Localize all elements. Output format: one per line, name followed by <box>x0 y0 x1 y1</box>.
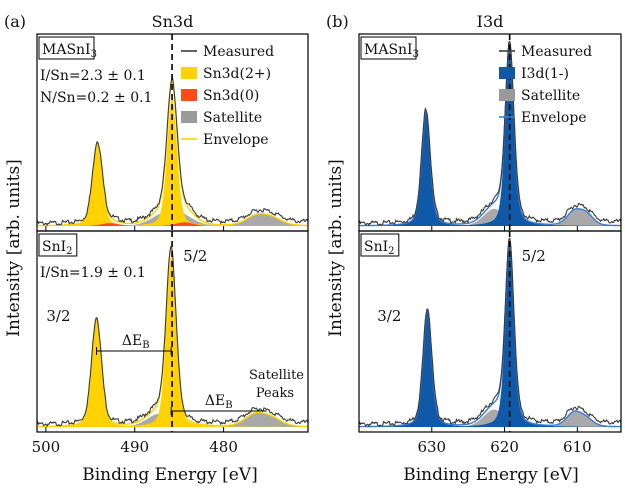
delta-e-satellite-label: ΔEB <box>205 393 233 411</box>
subplot-frame <box>358 230 622 433</box>
plot-area <box>359 40 621 227</box>
x-tick-label: 620 <box>490 438 519 456</box>
sample-label: MASnI3 <box>42 42 97 60</box>
x-axis-label-right: Binding Energy [eV] <box>403 465 578 485</box>
x-tick-label: 610 <box>563 438 592 456</box>
legend: Measured I3d(1-) Satellite Envelope <box>499 44 592 126</box>
sample-label: MASnI3 <box>364 42 419 60</box>
sample-label-box <box>360 36 417 60</box>
legend-entry: Sn3d(0) <box>203 88 259 104</box>
legend-swatch <box>181 67 197 79</box>
legend-swatch <box>181 111 197 123</box>
legend-entry: Envelope <box>203 132 269 148</box>
legend-entry: I3d(1-) <box>521 66 569 82</box>
legend-entry: Satellite <box>203 110 262 126</box>
subplot-frame <box>358 33 622 232</box>
plot-area <box>359 237 621 428</box>
x-tick-label: 630 <box>417 438 446 456</box>
panel-label: (b) <box>326 12 349 31</box>
main-peak-area <box>359 245 621 427</box>
main-peak-area <box>359 111 621 226</box>
subplot-masni3: MASnI3 <box>358 33 622 232</box>
legend-swatch <box>499 89 515 101</box>
peak-label-3-2: 3/2 <box>377 307 401 325</box>
legend-swatch <box>181 89 197 101</box>
satellite-area <box>359 208 621 226</box>
legend-entry: Satellite <box>521 88 580 104</box>
sample-label-box <box>38 233 78 257</box>
sample-label-box <box>360 233 400 257</box>
subplot-sni2: SnI2 3/2 5/2 <box>358 230 622 433</box>
y-axis-label-left: Intensity [arb. units] <box>4 159 24 337</box>
envelope-line <box>359 44 621 227</box>
x-tick-label: 480 <box>209 438 238 456</box>
legend-entry: Sn3d(2+) <box>203 66 271 82</box>
satellite-peaks-label: Peaks <box>256 386 294 401</box>
peak-label-5-2: 5/2 <box>522 247 546 265</box>
y-axis-label-right: Intensity [arb. units] <box>326 159 346 337</box>
legend-entry: Measured <box>203 44 274 60</box>
x-tick-label: 500 <box>32 438 61 456</box>
peak-label-5-2: 5/2 <box>183 247 207 265</box>
delta-e-label: ΔEB <box>122 333 150 351</box>
ratio-annotation: I/Sn=2.3 ± 0.1 <box>40 68 146 84</box>
sample-label-box <box>38 36 95 60</box>
second-species-area <box>37 222 308 226</box>
legend-swatch <box>499 67 515 79</box>
legend: Measured Sn3d(2+) Sn3d(0) Satellite Envelope <box>181 44 274 148</box>
x-tick-label: 490 <box>120 438 149 456</box>
ratio-annotation: I/Sn=1.9 ± 0.1 <box>40 265 146 281</box>
legend-entry: Envelope <box>521 110 587 126</box>
sample-label: SnI2 <box>42 239 73 257</box>
main-peak-area <box>37 97 308 226</box>
satellite-area <box>359 409 621 427</box>
subplot-sni2: SnI2 I/Sn=1.9 ± 0.1 3/2 5/2 ΔEB ΔEB Satellite P… <box>36 230 309 433</box>
legend-entry: Measured <box>521 44 592 60</box>
main-peak-area <box>359 48 621 227</box>
x-axis-label-left: Binding Energy [eV] <box>82 465 257 485</box>
peak-label-3-2: 3/2 <box>46 307 70 325</box>
envelope-line <box>359 241 621 428</box>
panel-title: Sn3d <box>152 12 194 31</box>
panel-title: I3d <box>477 12 504 31</box>
panel-sn3d: (a) Sn3d MASnI3 I/Sn=2.3 ± 0.1 N/Sn=0.2 ± 0.… <box>4 12 309 456</box>
ratio-annotation: N/Sn=0.2 ± 0.1 <box>40 90 152 106</box>
sample-label: SnI2 <box>364 239 395 257</box>
main-peak-area <box>37 144 308 226</box>
measured-line <box>359 237 621 428</box>
panel-label: (a) <box>4 12 26 31</box>
panel-i3d: (b) I3d MASnI3 SnI2 3/2 5/2 Measured I3d(1-) Sat… <box>326 12 622 456</box>
measured-line <box>359 40 621 227</box>
main-peak-area <box>359 310 621 427</box>
satellite-peaks-label: Satellite <box>249 368 304 383</box>
